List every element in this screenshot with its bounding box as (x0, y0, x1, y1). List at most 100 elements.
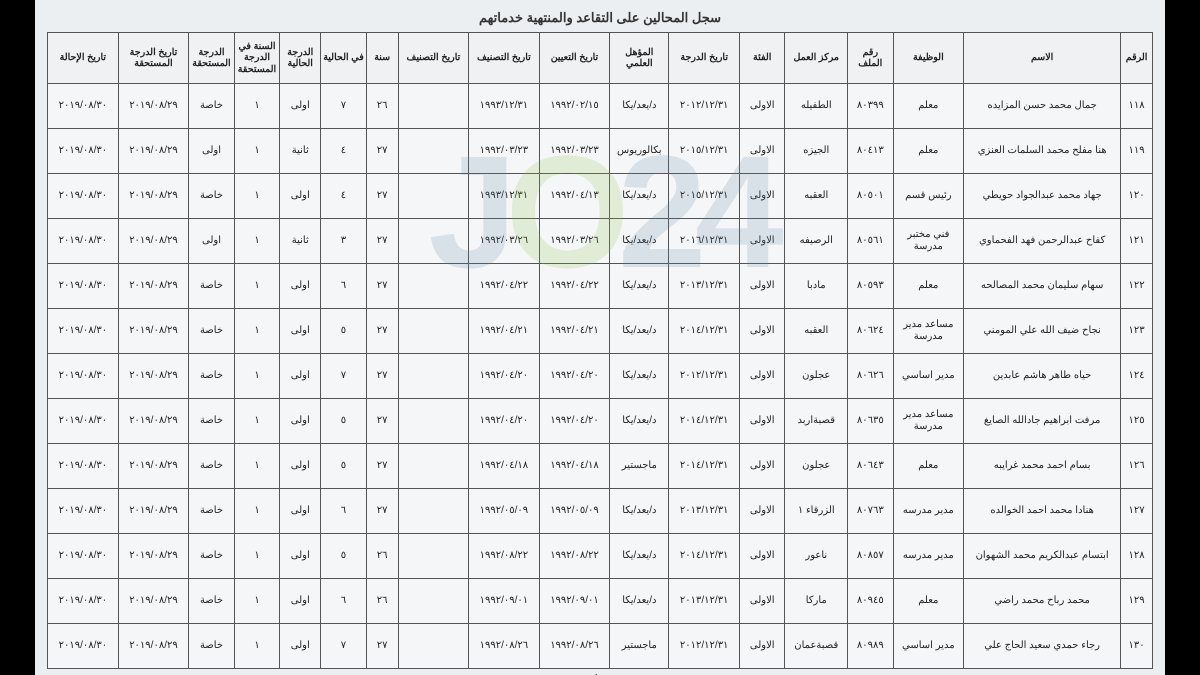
table-cell: د/يعد/يكا (610, 399, 669, 444)
table-cell: الاولى (739, 309, 785, 354)
table-cell: ٨٠٥٠١ (848, 174, 894, 219)
table-cell: جمال محمد حسن المزايده (964, 84, 1121, 129)
col-header: في الحالية (321, 33, 367, 84)
table-cell: بسام احمد محمد غرايبه (964, 444, 1121, 489)
table-cell: ٢٠١٩/٠٨/٢٩ (118, 579, 189, 624)
table-cell: ٢٠١٦/١٢/٣١ (669, 219, 740, 264)
col-header: الدرجة المستحقة (189, 33, 235, 84)
table-cell: معلم (893, 129, 964, 174)
table-cell: ٨٠٦٣٥ (848, 399, 894, 444)
table-cell: ٢٠١٩/٠٨/٣٠ (48, 129, 119, 174)
table-cell: خاصة (189, 354, 235, 399)
table-cell: محمد رباح محمد راضي (964, 579, 1121, 624)
table-cell: ٢٦ (366, 84, 398, 129)
table-cell: عجلون (785, 354, 848, 399)
table-cell (398, 354, 469, 399)
table-cell: ١٢٠ (1121, 174, 1153, 219)
table-cell: د/يعد/يكا (610, 174, 669, 219)
table-cell: ١٩٩٢/٠٤/٢٠ (539, 399, 610, 444)
table-cell: ٦ (321, 264, 367, 309)
table-cell: ٨٠٦٢٤ (848, 309, 894, 354)
table-cell: الجيزه (785, 129, 848, 174)
table-row: ١٢٣نجاح ضيف الله علي المومنيمساعد مدير م… (48, 309, 1153, 354)
table-cell: ١٩٩٢/٠٣/٢٦ (469, 219, 540, 264)
table-cell: ١ (234, 84, 280, 129)
table-cell: ١٩٩٢/٠٤/٢١ (539, 309, 610, 354)
table-cell (398, 264, 469, 309)
table-cell: الرصيفه (785, 219, 848, 264)
table-cell: ١٩٩٢/٠٣/٢٦ (539, 219, 610, 264)
table-cell: مرفت ابراهيم جادالله الصايغ (964, 399, 1121, 444)
table-cell: ٨٠٥٩٣ (848, 264, 894, 309)
table-cell: ٤ (321, 129, 367, 174)
table-cell: ١٩٩٣/١٢/٣١ (469, 84, 540, 129)
table-cell: ٢٠١٢/١٢/٣١ (669, 84, 740, 129)
table-cell: ١٩٩٢/٠٤/٢٠ (469, 399, 540, 444)
col-header: تاريخ التصنيف (398, 33, 469, 84)
table-cell: اولى (280, 84, 321, 129)
table-cell: ٢٠١٩/٠٨/٢٩ (118, 444, 189, 489)
page-title: سجل المحالين على التقاعد والمنتهية خدمات… (47, 10, 1153, 26)
table-cell: الاولى (739, 489, 785, 534)
table-cell: العقبه (785, 174, 848, 219)
table-cell: الاولى (739, 444, 785, 489)
table-cell: مدير مدرسه (893, 534, 964, 579)
table-cell: ١٩٩٢/٠٥/٠٩ (469, 489, 540, 534)
table-cell: ٢٠١٩/٠٨/٢٩ (118, 399, 189, 444)
table-cell: ١ (234, 354, 280, 399)
col-header: رقم الملف (848, 33, 894, 84)
table-cell: عجلون (785, 444, 848, 489)
table-cell: ٨٠٤١٣ (848, 129, 894, 174)
table-row: ١١٨جمال محمد حسن المزايدهمعلم٨٠٣٩٩الطفيل… (48, 84, 1153, 129)
table-cell: اولى (280, 489, 321, 534)
table-cell: معلم (893, 579, 964, 624)
table-cell: ١ (234, 309, 280, 354)
table-cell: ماجستير (610, 624, 669, 669)
retirees-table: الرقمالاسمالوظيفةرقم الملفمركز العملالفئ… (47, 32, 1153, 669)
table-cell: معلم (893, 84, 964, 129)
table-cell: ١٢٤ (1121, 354, 1153, 399)
table-cell: ٨٠٩٤٥ (848, 579, 894, 624)
table-cell: ١٩٩٢/٠٤/١٨ (469, 444, 540, 489)
table-cell: ١ (234, 129, 280, 174)
table-cell: خاصة (189, 399, 235, 444)
table-cell: ٢٧ (366, 444, 398, 489)
table-cell: ١٩٩٢/٠٢/١٥ (539, 84, 610, 129)
table-row: ١٢٦بسام احمد محمد غرايبهمعلم٨٠٦٤٣عجلونال… (48, 444, 1153, 489)
table-cell: ١٩٩٢/٠٥/٠٩ (539, 489, 610, 534)
table-cell: ٢٠١٩/٠٨/٣٠ (48, 354, 119, 399)
table-row: ١١٩هنا مفلح محمد السلمات العنزيمعلم٨٠٤١٣… (48, 129, 1153, 174)
col-header: السنة في الدرجة المستحقة (234, 33, 280, 84)
table-cell: اولى (280, 174, 321, 219)
table-cell: ٢٠١٩/٠٨/٣٠ (48, 219, 119, 264)
table-row: ١٢٢سهام سليمان محمد المصالحهمعلم٨٠٥٩٣ماد… (48, 264, 1153, 309)
table-cell: ٢٠١٩/٠٨/٢٩ (118, 84, 189, 129)
table-cell: ١١٩ (1121, 129, 1153, 174)
table-cell: رئيس قسم (893, 174, 964, 219)
table-cell: ٢٠١٥/١٢/٣١ (669, 174, 740, 219)
table-cell: كفاح عبدالرحمن فهد الفحماوي (964, 219, 1121, 264)
table-cell: ١٢٥ (1121, 399, 1153, 444)
table-cell: ٧ (321, 84, 367, 129)
table-cell: اولى (280, 399, 321, 444)
table-cell: ٢٠١٢/١٢/٣١ (669, 354, 740, 399)
table-cell: ١٩٩٣/١٢/٣١ (469, 174, 540, 219)
table-cell: ٢٠١٩/٠٨/٣٠ (48, 399, 119, 444)
table-cell: ٥ (321, 309, 367, 354)
table-cell: ٨٠٧٦٣ (848, 489, 894, 534)
table-cell: ٢٠١٩/٠٨/٣٠ (48, 579, 119, 624)
table-cell: العقبه (785, 309, 848, 354)
col-header: تاريخ التصنيف (469, 33, 540, 84)
table-cell: ١٩٩٢/٠٨/٢٦ (539, 624, 610, 669)
table-cell: الزرقاء ١ (785, 489, 848, 534)
table-cell: ٢٠١٩/٠٨/٢٩ (118, 174, 189, 219)
table-cell: مدير اساسي (893, 354, 964, 399)
table-cell: ٢٠١٩/٠٨/٣٠ (48, 264, 119, 309)
table-cell: الاولى (739, 219, 785, 264)
table-cell: الاولى (739, 354, 785, 399)
table-cell: ماركا (785, 579, 848, 624)
table-cell: ٤ (321, 174, 367, 219)
table-cell: اولى (280, 534, 321, 579)
table-cell: مادبا (785, 264, 848, 309)
page-number: ١٠ (47, 671, 1153, 675)
